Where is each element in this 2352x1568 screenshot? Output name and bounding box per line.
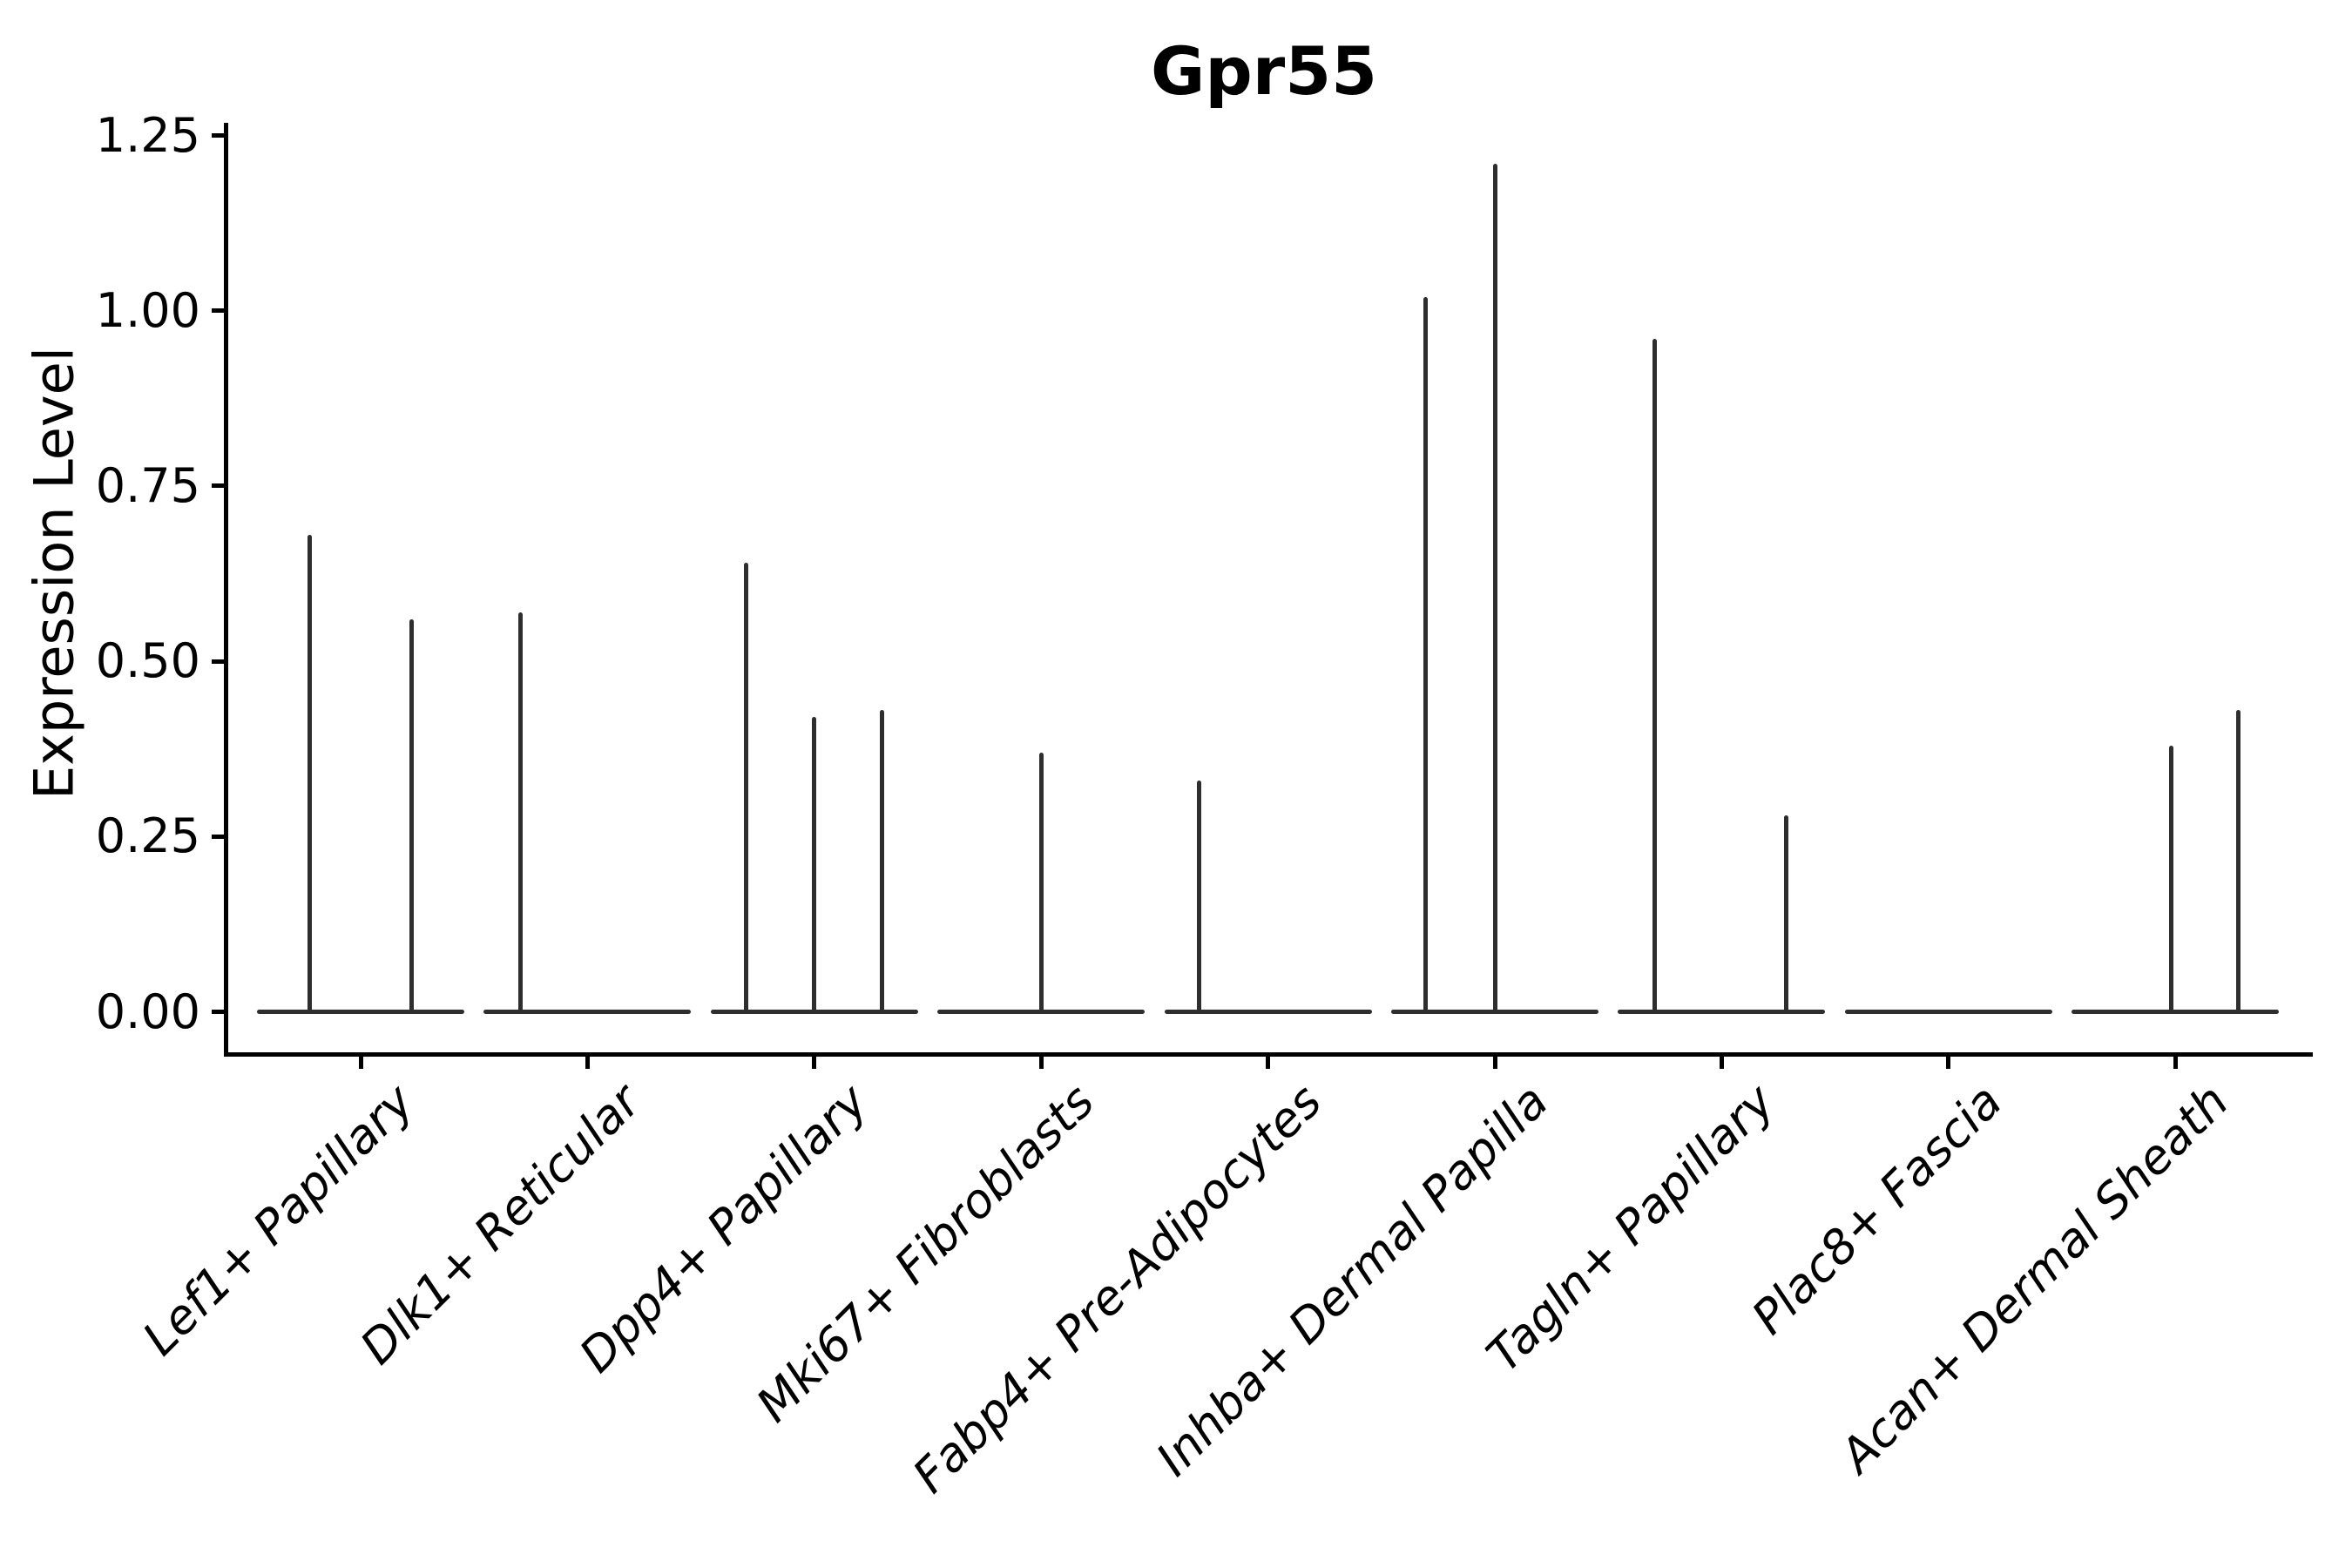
violin-base <box>1844 1010 2052 1014</box>
y-tick-mark <box>212 659 224 664</box>
violin-needle <box>1423 296 1428 1014</box>
x-tick-mark <box>1946 1057 1951 1069</box>
x-tick-label: Acan+ Dermal Sheath <box>1829 1073 2240 1484</box>
violin-base <box>1164 1010 1372 1014</box>
violin-needle <box>517 612 523 1014</box>
y-tick-mark <box>212 308 224 314</box>
x-tick-label: Fabp4+ Pre-Adipocytes <box>902 1073 1332 1504</box>
y-tick-label: 0.75 <box>95 457 200 513</box>
violin-needle <box>308 535 312 1014</box>
y-tick-mark <box>212 483 224 489</box>
violin-base <box>483 1010 692 1014</box>
violin-needle <box>879 710 884 1014</box>
x-tick-mark <box>1038 1057 1044 1069</box>
y-tick-mark <box>212 133 224 138</box>
x-tick-label: Dpp4+ Papillary <box>568 1073 878 1383</box>
chart-title: Gpr55 <box>1150 32 1378 110</box>
x-tick-mark <box>812 1057 817 1069</box>
x-tick-label: Tagln+ Papillary <box>1476 1073 1786 1383</box>
violin-needle <box>1038 752 1044 1014</box>
y-tick-label: 0.25 <box>95 808 200 864</box>
violin-base <box>1618 1010 1826 1014</box>
x-tick-label: Lef1+ Papillary <box>132 1073 425 1366</box>
violin-needle <box>812 717 817 1014</box>
violin-needle <box>743 563 748 1014</box>
violin-needle <box>1196 780 1201 1014</box>
x-tick-mark <box>358 1057 363 1069</box>
y-tick-label: 1.25 <box>95 107 200 163</box>
violin-base <box>2072 1010 2280 1014</box>
y-tick-label: 0.00 <box>95 983 200 1039</box>
violin-needle <box>2236 710 2241 1014</box>
x-tick-label: Inhba+ Dermal Papilla <box>1146 1073 1559 1487</box>
y-axis-label: Expression Level <box>22 347 86 800</box>
x-tick-mark <box>1719 1057 1724 1069</box>
x-tick-mark <box>1492 1057 1497 1069</box>
y-tick-label: 1.00 <box>95 282 200 338</box>
y-tick-label: 0.50 <box>95 633 200 689</box>
x-tick-label: Plac8+ Fascia <box>1740 1073 2012 1345</box>
y-axis-spine <box>224 123 228 1057</box>
violin-base <box>257 1010 464 1014</box>
x-tick-label: Dlk1+ Reticular <box>349 1073 652 1375</box>
x-tick-mark <box>1266 1057 1271 1069</box>
y-tick-mark <box>212 834 224 839</box>
violin-needle <box>2169 745 2174 1014</box>
violin-needle <box>1652 338 1657 1014</box>
violin-needle <box>409 618 414 1014</box>
x-tick-mark <box>2173 1057 2178 1069</box>
violin-needle <box>1783 815 1788 1014</box>
violin-needle <box>1492 163 1497 1014</box>
x-axis-spine <box>224 1052 2313 1057</box>
x-tick-mark <box>585 1057 590 1069</box>
y-tick-mark <box>212 1010 224 1014</box>
x-tick-label: Mki67+ Fibroblasts <box>746 1073 1105 1433</box>
